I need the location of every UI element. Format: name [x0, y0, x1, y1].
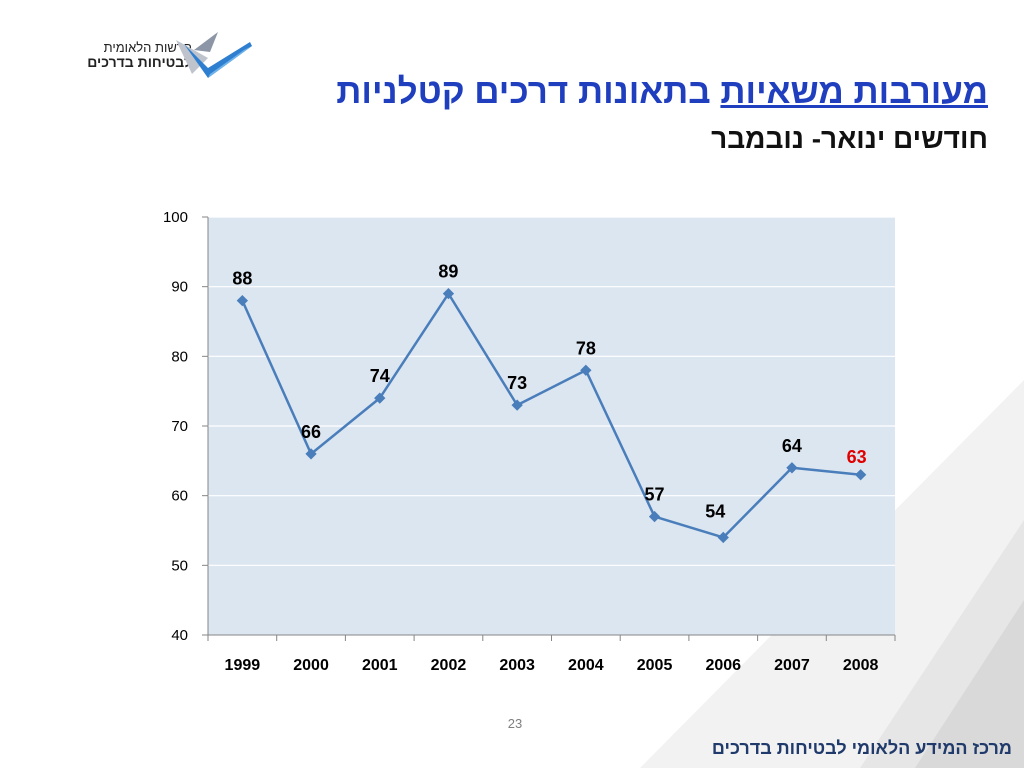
data-label: 73: [507, 373, 527, 393]
title-underlined-part: מעורבות משאיות: [720, 72, 988, 111]
data-label: 78: [576, 338, 596, 358]
x-tick-label: 1999: [225, 657, 261, 674]
x-tick-label: 2005: [637, 657, 673, 674]
y-tick-label: 70: [171, 418, 188, 435]
y-tick-label: 100: [163, 209, 188, 226]
y-tick-label: 40: [171, 627, 188, 644]
data-point: [717, 531, 729, 544]
logo: הרשות הלאומית לבטיחות בדרכים: [34, 30, 254, 90]
logo-checkmark-icon: [176, 32, 252, 78]
y-tick-label: 50: [171, 557, 188, 574]
data-point: [511, 399, 523, 411]
data-label: 57: [645, 485, 665, 505]
data-label: 64: [782, 436, 802, 456]
logo-text-line2: לבטיחות בדרכים: [87, 54, 192, 70]
data-label: 63: [847, 447, 867, 467]
data-point: [854, 469, 867, 481]
data-label: 88: [232, 269, 252, 289]
x-tick-label: 2004: [568, 657, 604, 674]
x-tick-label: 2008: [843, 657, 879, 674]
x-tick-label: 2002: [431, 657, 467, 674]
x-tick-label: 2007: [774, 657, 810, 674]
data-point: [786, 462, 798, 474]
data-point: [442, 287, 455, 300]
x-tick-label: 2000: [293, 657, 329, 674]
footer-text: מרכז המידע הלאומי לבטיחות בדרכים: [711, 738, 1012, 758]
page-number: 23: [507, 716, 523, 731]
y-tick-label: 90: [171, 279, 188, 296]
data-label: 54: [705, 501, 725, 521]
x-tick-label: 2006: [705, 657, 741, 674]
x-tick-label: 2001: [362, 657, 398, 674]
series-line: [241, 292, 861, 539]
data-point: [305, 448, 317, 460]
data-point: [236, 294, 249, 307]
x-tick-label: 2003: [499, 657, 535, 674]
y-tick-label: 80: [171, 348, 188, 365]
data-point: [648, 510, 661, 523]
data-label: 89: [438, 262, 458, 282]
data-point: [374, 392, 386, 404]
data-point: [580, 364, 592, 376]
title-rest: בתאונות דרכים קטלניות: [336, 72, 711, 111]
data-label: 74: [370, 366, 390, 386]
page-subtitle: חודשים ינואר- נובמבר: [711, 123, 988, 154]
y-tick-label: 60: [171, 488, 188, 505]
logo-text-line1: הרשות הלאומית: [103, 40, 192, 55]
page-title: מעורבות משאיות בתאונות דרכים קטלניות: [336, 72, 988, 112]
data-label: 66: [301, 422, 321, 442]
